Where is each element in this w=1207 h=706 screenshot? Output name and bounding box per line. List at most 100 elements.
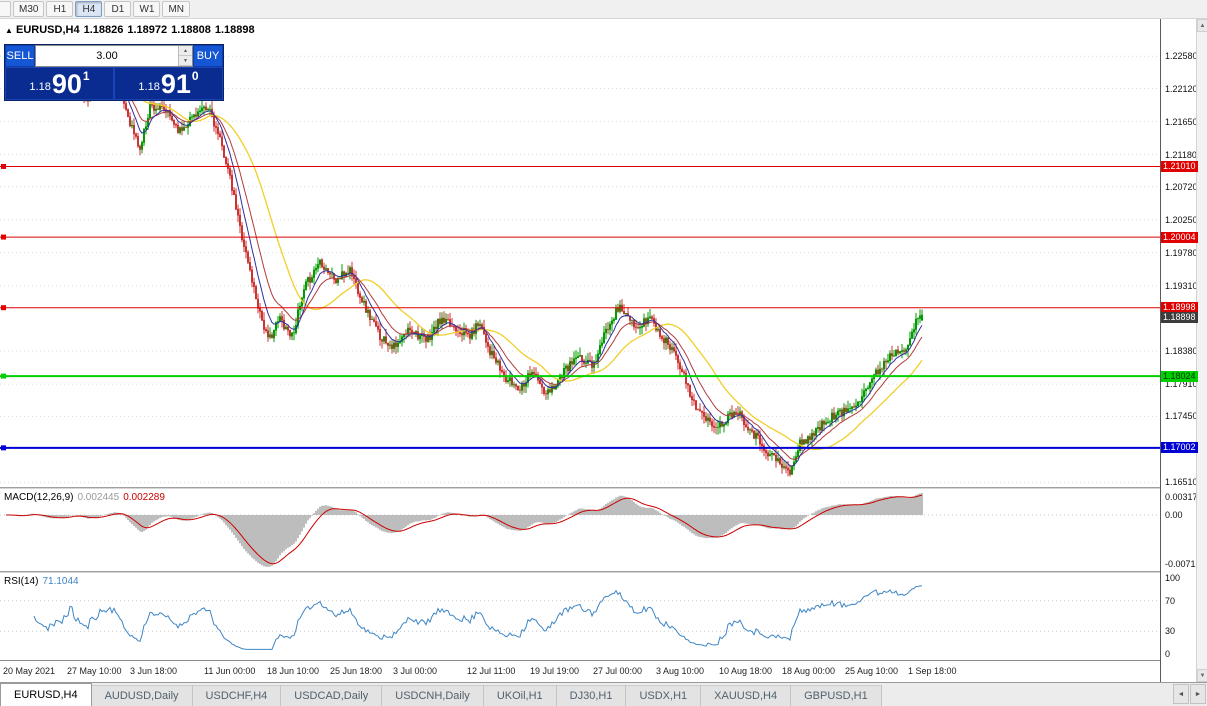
price-axis-tick: 1.21180 <box>1165 149 1197 160</box>
timeframe-button-5[interactable]: 5 <box>0 1 11 17</box>
time-axis-label: 19 Jul 19:00 <box>530 666 580 676</box>
price-axis-tick: 1.22580 <box>1165 51 1198 62</box>
collapse-panel-triangle-icon[interactable]: ▲ <box>5 26 13 35</box>
time-axis-label: 25 Jun 18:00 <box>330 666 383 676</box>
macd-axis-max: 0.003179 <box>1165 492 1203 502</box>
one-click-trading-panel: SELL ▲ ▼ BUY 1.18 90 1 1.18 91 0 <box>4 44 224 101</box>
symbol-tab-usdcad[interactable]: USDCAD,Daily <box>281 685 383 706</box>
hline-price-label: 1.18998 <box>1161 302 1198 314</box>
rsi-axis-level: 100 <box>1165 573 1181 583</box>
symbol-tab-dj30[interactable]: DJ30,H1 <box>556 685 627 706</box>
timeframe-button-m30[interactable]: M30 <box>13 1 45 17</box>
timeframe-button-h4[interactable]: H4 <box>75 1 103 17</box>
ohlc-low: 1.18808 <box>171 24 211 36</box>
buy-price-big-digits: 91 <box>160 69 191 99</box>
chart-ohlc-header: EURUSD,H4 1.18826 1.18972 1.18808 1.18898 <box>16 24 259 36</box>
symbol-tab-gbpusd[interactable]: GBPUSD,H1 <box>791 685 882 706</box>
time-axis-label: 18 Aug 00:00 <box>782 666 836 676</box>
rsi-axis-level: 30 <box>1165 626 1176 637</box>
sell-price-big-digits: 90 <box>51 69 82 99</box>
buy-price-prefix: 1.18 <box>138 81 160 93</box>
time-axis-label: 3 Jul 00:00 <box>393 666 438 676</box>
vertical-scrollbar[interactable]: ▲ ▼ <box>1196 19 1207 682</box>
price-axis-tick: 1.19310 <box>1165 280 1198 291</box>
time-axis-label: 3 Jun 18:00 <box>130 666 178 676</box>
buy-button[interactable]: BUY <box>193 45 223 67</box>
price-axis-tick: 1.19780 <box>1165 247 1198 258</box>
rsi-title: RSI(14) <box>4 576 39 587</box>
macd-main-value: 0.002445 <box>77 492 120 503</box>
timeframe-button-h1[interactable]: H1 <box>46 1 74 17</box>
timeframe-button-w1[interactable]: W1 <box>133 1 161 17</box>
timeframe-button-d1[interactable]: D1 <box>104 1 132 17</box>
chart-symbol-period: EURUSD,H4 <box>16 24 80 36</box>
rsi-chart[interactable] <box>0 574 1160 660</box>
symbol-tab-eurusd[interactable]: EURUSD,H4 <box>0 683 92 706</box>
price-axis-tick: 1.20720 <box>1165 181 1198 192</box>
tab-scroll-left-icon[interactable]: ◄ <box>1173 684 1189 704</box>
volume-input[interactable] <box>36 46 178 66</box>
time-axis-label: 27 Jul 00:00 <box>593 666 643 676</box>
sell-price-pip-digit: 1 <box>82 69 90 83</box>
volume-decrease-icon[interactable]: ▼ <box>179 56 192 66</box>
price-axis[interactable]: 1.22580 1.22120 1.21650 1.21180 1.20720 1.202… <box>1160 19 1207 682</box>
ohlc-open: 1.18826 <box>83 24 124 36</box>
scroll-up-icon[interactable]: ▲ <box>1197 19 1207 32</box>
volume-field: ▲ ▼ <box>35 45 193 67</box>
hline-price-label: 1.17002 <box>1161 442 1198 454</box>
rsi-axis-level: 0 <box>1165 649 1171 659</box>
sell-button[interactable]: SELL <box>5 45 35 67</box>
symbol-tab-bar: EURUSD,H4 AUDUSD,Daily USDCHF,H4 USDCAD,Dai… <box>0 682 1207 706</box>
symbol-tab-xauusd[interactable]: XAUUSD,H4 <box>701 685 792 706</box>
macd-indicator-label: MACD(12,26,9) 0.002445 0.002289 <box>4 492 165 503</box>
time-axis-label: 20 May 2021 <box>3 666 56 676</box>
ohlc-close: 1.18898 <box>214 24 255 36</box>
symbol-tab-ukoil[interactable]: UKOil,H1 <box>483 685 557 706</box>
sell-price-button[interactable]: 1.18 90 1 <box>5 67 114 100</box>
hline-price-label: 1.18024 <box>1161 370 1198 382</box>
tab-scroll-right-icon[interactable]: ► <box>1190 684 1206 704</box>
time-axis-label: 25 Aug 10:00 <box>845 666 899 676</box>
price-axis-tick: 1.17910 <box>1165 379 1198 390</box>
symbol-tab-usdcnh[interactable]: USDCNH,Daily <box>382 685 484 706</box>
volume-spinner: ▲ ▼ <box>178 46 192 66</box>
price-axis-tick: 1.21650 <box>1165 116 1198 127</box>
pane-divider[interactable] <box>0 571 1196 574</box>
volume-increase-icon[interactable]: ▲ <box>179 46 192 56</box>
current-price-label: 1.18898 <box>1161 311 1198 323</box>
price-axis-tick: 1.16510 <box>1165 477 1198 488</box>
time-axis-label: 12 Jul 11:00 <box>467 666 516 676</box>
time-axis-label: 3 Aug 10:00 <box>656 666 705 676</box>
macd-chart[interactable] <box>0 490 1160 571</box>
rsi-indicator-label: RSI(14) 71.1044 <box>4 576 79 587</box>
time-axis-label: 18 Jun 10:00 <box>267 666 320 676</box>
time-axis-label: 1 Sep 18:00 <box>908 666 957 676</box>
price-axis-tick: 1.17450 <box>1165 411 1198 422</box>
symbol-tab-audusd[interactable]: AUDUSD,Daily <box>91 685 193 706</box>
price-axis-tick: 1.22120 <box>1165 83 1198 94</box>
symbol-tab-usdx[interactable]: USDX,H1 <box>626 685 702 706</box>
buy-price-button[interactable]: 1.18 91 0 <box>114 67 223 100</box>
timeframe-toolbar: 5M30H1H4D1W1MN <box>0 0 1207 19</box>
rsi-axis-level: 70 <box>1165 595 1176 606</box>
time-axis-label: 10 Aug 18:00 <box>719 666 773 676</box>
scroll-down-icon[interactable]: ▼ <box>1197 669 1207 682</box>
time-axis-label: 11 Jun 00:00 <box>204 666 256 676</box>
macd-axis-min: -0.0071625 <box>1165 559 1207 569</box>
macd-axis-zero: 0.00 <box>1165 510 1183 520</box>
macd-title: MACD(12,26,9) <box>4 492 74 503</box>
price-axis-tick: 1.18380 <box>1165 346 1198 357</box>
hline-price-label: 1.20004 <box>1161 231 1198 243</box>
macd-signal-value: 0.002289 <box>123 492 165 503</box>
symbol-tab-usdchf[interactable]: USDCHF,H4 <box>192 685 282 706</box>
sell-price-prefix: 1.18 <box>29 81 51 93</box>
rsi-value: 71.1044 <box>42 576 79 587</box>
price-axis-tick: 1.20250 <box>1165 214 1198 225</box>
time-axis[interactable]: 20 May 2021 27 May 10:00 3 Jun 18:00 11 Jun… <box>0 660 1160 682</box>
time-axis-label: 27 May 10:00 <box>67 666 122 676</box>
ohlc-high: 1.18972 <box>127 24 168 36</box>
pane-divider[interactable] <box>0 487 1196 490</box>
hline-price-label: 1.21010 <box>1161 160 1198 172</box>
timeframe-button-mn[interactable]: MN <box>162 1 191 17</box>
